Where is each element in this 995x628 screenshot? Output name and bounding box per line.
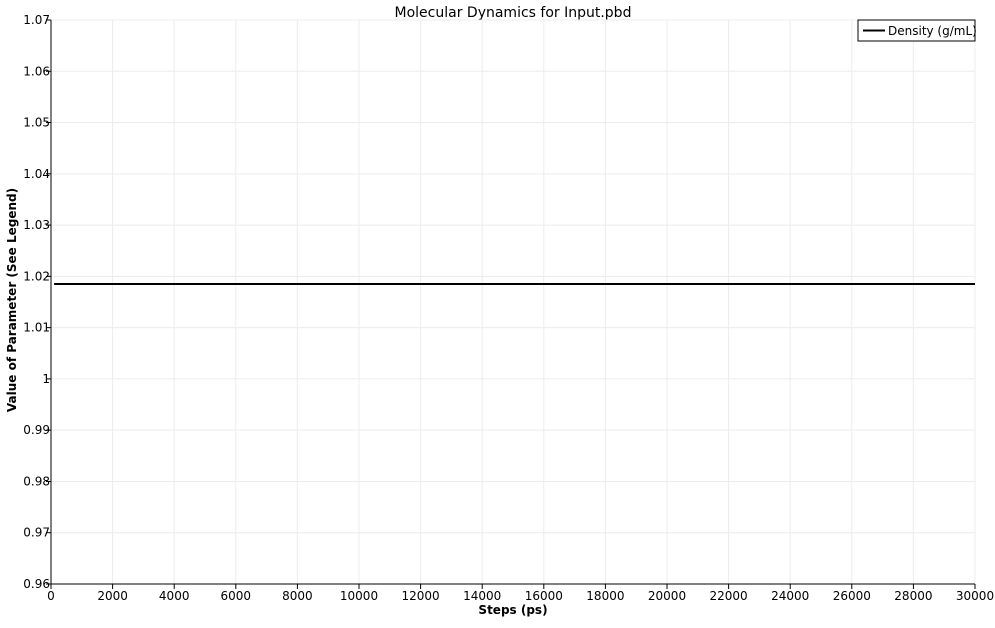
y-tick-label: 0.96 [23, 577, 50, 591]
y-tick-label: 1.07 [23, 13, 50, 27]
y-tick-label: 1.04 [23, 167, 50, 181]
x-tick-label: 30000 [956, 589, 994, 603]
y-tick-label: 1.01 [23, 321, 50, 335]
x-tick-label: 6000 [221, 589, 252, 603]
y-tick-label: 0.97 [23, 526, 50, 540]
axes [50, 20, 975, 585]
y-axis-ticks: 0.96 0.97 0.98 0.99 1 1.01 1.02 1.03 1.04 1.05 1.0… [23, 13, 51, 591]
y-tick-label: 1.02 [23, 269, 50, 283]
y-tick-label: 0.98 [23, 474, 50, 488]
x-tick-label: 20000 [648, 589, 686, 603]
x-axis-title: Steps (ps) [478, 603, 547, 617]
legend-box [857, 19, 976, 42]
y-tick-label: 0.99 [23, 423, 50, 437]
x-tick-label: 28000 [894, 589, 932, 603]
y-tick-label: 1 [42, 372, 50, 386]
grid-lines [51, 19, 976, 584]
x-tick-label: 26000 [833, 589, 871, 603]
chart-title: Molecular Dynamics for Input.pbd [395, 5, 632, 21]
x-tick-label: 4000 [159, 589, 190, 603]
x-tick-label: 18000 [586, 589, 624, 603]
y-axis-title: Value of Parameter (See Legend) [5, 188, 19, 412]
x-tick-label: 16000 [525, 589, 563, 603]
x-tick-label: 0 [47, 589, 55, 603]
x-axis-ticks: 0 2000 4000 6000 8000 10000 12000 14000 16000 180… [47, 584, 994, 603]
x-tick-label: 10000 [340, 589, 378, 603]
x-tick-label: 8000 [282, 589, 313, 603]
y-tick-label: 1.03 [23, 218, 50, 232]
x-tick-label: 12000 [402, 589, 440, 603]
x-tick-label: 14000 [463, 589, 501, 603]
legend: Density (g/mL) [857, 19, 977, 42]
y-tick-label: 1.05 [23, 116, 50, 130]
x-tick-label: 2000 [97, 589, 128, 603]
legend-label-density: Density (g/mL) [888, 24, 977, 38]
x-tick-label: 24000 [771, 589, 809, 603]
x-tick-label: 22000 [710, 589, 748, 603]
y-tick-label: 1.06 [23, 64, 50, 78]
